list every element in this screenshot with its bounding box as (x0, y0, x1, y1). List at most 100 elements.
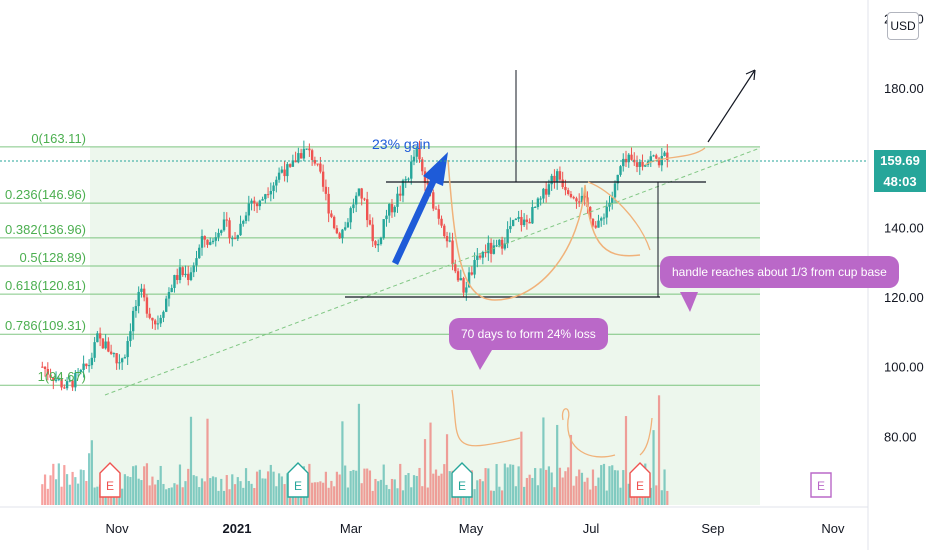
candle-body (391, 204, 393, 212)
candle-body (187, 274, 189, 280)
fib-level-label: 0.618(120.81) (5, 278, 86, 293)
candle-body (198, 248, 200, 258)
candle-body (360, 188, 362, 198)
volume-bar (85, 481, 87, 505)
volume-bar (173, 483, 175, 505)
fib-level-label: 0.382(136.96) (5, 222, 86, 237)
volume-bar (622, 470, 624, 505)
candle-body (570, 194, 572, 197)
candle-body (349, 208, 351, 222)
volume-bar (171, 487, 173, 505)
volume-bar (217, 491, 219, 505)
currency-button[interactable]: USD (887, 12, 919, 40)
candle-body (182, 267, 184, 275)
candle-body (432, 192, 434, 208)
volume-bar (661, 490, 663, 505)
candle-body (234, 238, 236, 239)
candle-body (443, 226, 445, 236)
volume-bar (264, 479, 266, 505)
volume-bar (512, 465, 514, 505)
volume-bar (380, 480, 382, 505)
volume-bar (515, 486, 517, 505)
volume-bar (438, 476, 440, 505)
volume-bar (377, 481, 379, 505)
volume-bar (545, 470, 547, 505)
candle-body (363, 199, 365, 200)
x-tick-label: Nov (105, 521, 129, 536)
volume-bar (325, 472, 327, 505)
candle-body (512, 220, 514, 226)
fib-level-label: 0.5(128.89) (20, 250, 87, 265)
candle-body (206, 240, 208, 245)
volume-bar (162, 484, 164, 505)
volume-bar (435, 470, 437, 505)
volume-bar (614, 470, 616, 505)
candle-body (253, 201, 255, 204)
volume-bar (523, 487, 525, 505)
candle-body (366, 199, 368, 220)
volume-bar (396, 488, 398, 505)
candle-body (259, 201, 261, 207)
candle-body (550, 176, 552, 184)
candle-body (107, 342, 109, 352)
candle-body (171, 288, 173, 292)
volume-bar (573, 486, 575, 505)
volume-bar (88, 453, 90, 505)
candle-body (250, 201, 252, 204)
candle-body (165, 299, 167, 312)
candle-body (102, 338, 104, 348)
candle-body (639, 162, 641, 167)
volume-bar (245, 468, 247, 505)
candle-body (619, 166, 621, 175)
candle-body (184, 274, 186, 275)
volume-bar (71, 472, 73, 505)
y-tick-label: 80.00 (884, 429, 917, 444)
candle-body (209, 242, 211, 245)
candle-body (93, 342, 95, 358)
candle-body (501, 240, 503, 249)
candle-body (283, 170, 285, 177)
volume-bar (421, 486, 423, 505)
candle-body (179, 267, 181, 280)
candle-body (438, 209, 440, 219)
candle-body (515, 219, 517, 220)
volume-bar (83, 470, 85, 505)
candle-body (663, 153, 665, 156)
volume-bar (352, 470, 354, 505)
volume-bar (526, 478, 528, 505)
fib-level-label: 0.236(146.96) (5, 187, 86, 202)
candle-body (121, 358, 123, 362)
candle-body (377, 244, 379, 245)
volume-bar (504, 464, 506, 505)
candle-body (124, 357, 126, 358)
volume-bar (259, 470, 261, 505)
volume-bar (487, 468, 489, 505)
candle-body (63, 387, 65, 388)
volume-bar (509, 464, 511, 505)
candle-body (344, 227, 346, 229)
candle-body (338, 233, 340, 238)
volume-bar (344, 466, 346, 505)
candle-body (190, 272, 192, 280)
candle-body (264, 194, 266, 199)
candle-body (201, 236, 203, 248)
candle-body (606, 207, 608, 218)
candle-body (567, 190, 569, 194)
candle-body (405, 179, 407, 180)
candle-body (104, 342, 106, 349)
candle-body (278, 173, 280, 180)
earnings-marker-label: E (294, 479, 302, 493)
candle-body (176, 275, 178, 280)
volume-bar (529, 475, 531, 505)
volume-bar (193, 475, 195, 505)
volume-bar (336, 472, 338, 505)
volume-bar (91, 440, 93, 505)
candle-body (226, 220, 228, 221)
candle-body (531, 207, 533, 223)
volume-bar (80, 470, 82, 505)
candle-body (132, 311, 134, 331)
volume-bar (154, 484, 156, 505)
candle-body (237, 235, 239, 239)
candle-body (41, 367, 43, 368)
volume-bar (363, 469, 365, 505)
